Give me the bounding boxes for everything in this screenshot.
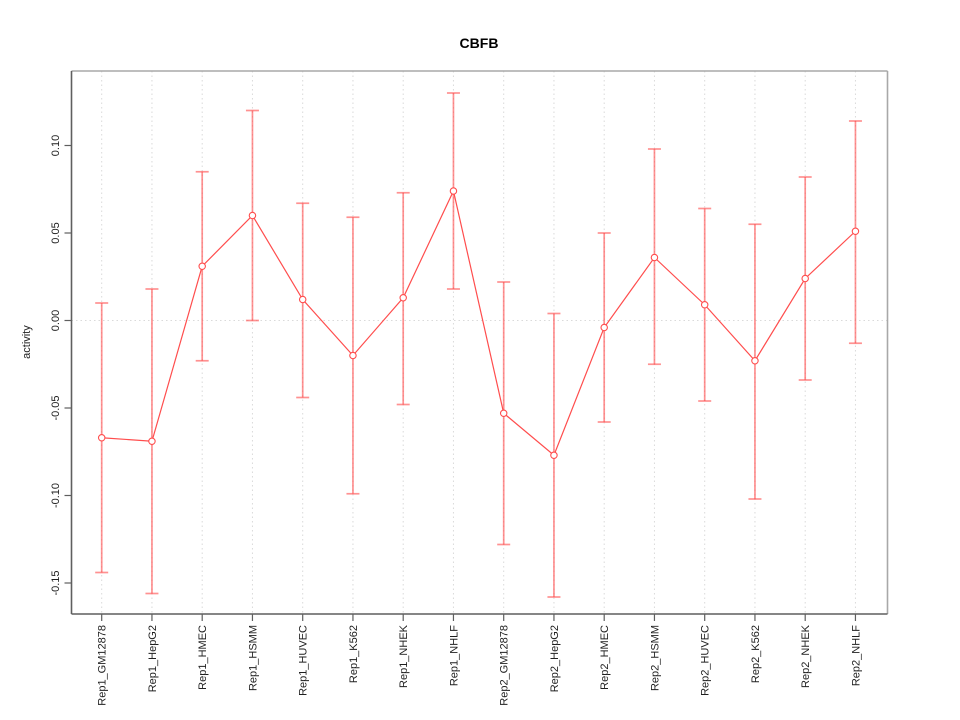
data-point-circle: [851, 227, 860, 236]
data-point-circle: [198, 262, 206, 270]
x-tick-label: Rep1_GM12878: [97, 625, 109, 706]
x-tick-label: Rep2_NHLF: [850, 625, 862, 686]
y-tick-label: -0.10: [50, 483, 62, 508]
data-point-circle: [449, 187, 458, 195]
x-tick-label: Rep1_K562: [348, 625, 360, 683]
x-tick-label: Rep2_HMEC: [599, 625, 611, 690]
x-tick-label: Rep1_HepG2: [147, 625, 159, 692]
x-tick-label: Rep1_HUVEC: [298, 625, 310, 696]
x-tick-label: Rep1_HMEC: [197, 625, 209, 690]
x-tick-label: Rep2_HSMM: [649, 625, 661, 691]
x-tick-label: Rep2_NHEK: [800, 624, 812, 688]
x-tick-label: Rep1_NHLF: [448, 625, 460, 686]
x-tick-label: Rep1_NHEK: [398, 624, 410, 688]
data-point-circle: [751, 356, 759, 365]
data-point-circle: [349, 351, 357, 360]
chart-title: CBFB: [460, 35, 499, 51]
data-point-circle: [499, 409, 508, 417]
x-tick-label: Rep2_GM12878: [499, 625, 511, 706]
data-point-circle: [650, 253, 659, 262]
x-tick-label: Rep2_HepG2: [549, 625, 561, 692]
x-tick-label: Rep1_HSMM: [247, 625, 259, 691]
x-tick-label: Rep2_HUVEC: [700, 625, 712, 696]
data-point-circle: [550, 451, 558, 459]
data-point-circle: [148, 437, 156, 445]
data-point-circle: [600, 323, 608, 332]
data-point-circle: [97, 433, 106, 442]
data-point-circle: [248, 211, 257, 220]
y-tick-label: 0.10: [50, 135, 62, 156]
y-tick-label: -0.15: [50, 570, 62, 595]
data-point-circle: [700, 300, 709, 309]
data-point-circle: [399, 293, 407, 302]
y-tick-label: 0.00: [50, 310, 62, 331]
plot-area: 0.10 0.05 0.00 -0.05 -0.10 -0.15 Rep1_GM12878 R…: [50, 70, 889, 706]
data-point-circle: [801, 274, 809, 283]
y-axis-label: activity: [21, 325, 33, 359]
x-tick-label: Rep2_K562: [750, 625, 762, 683]
data-point-circle: [298, 295, 307, 304]
y-tick-label: -0.05: [50, 395, 62, 420]
y-tick-label: 0.05: [50, 222, 62, 243]
series-line: [101, 189, 856, 457]
